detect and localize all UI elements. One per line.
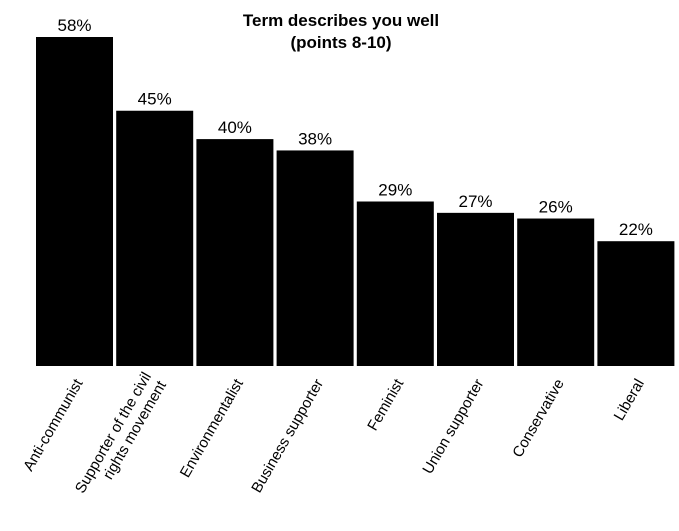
value-label-4: 38% (298, 129, 332, 148)
bar-1 (36, 37, 113, 366)
bar-5 (356, 201, 434, 366)
bar-7 (517, 218, 595, 366)
category-label-line: Anti-communist (20, 375, 87, 474)
chart-title-line-1: Term describes you well (243, 11, 439, 30)
value-label-3: 40% (218, 118, 252, 137)
value-label-7: 26% (539, 198, 573, 217)
category-label-5: Feminist (364, 375, 407, 433)
chart-title-line-2: (points 8-10) (290, 33, 391, 52)
value-label-8: 22% (619, 220, 653, 239)
bar-2 (116, 110, 194, 366)
category-label-7: Conservative (509, 376, 567, 460)
category-label-line: Feminist (364, 375, 407, 433)
category-label-6: Union supporter (419, 376, 487, 477)
category-label-line: Conservative (509, 376, 567, 460)
value-label-6: 27% (458, 192, 492, 211)
category-label-4: Business supporter (248, 376, 327, 496)
category-label-2: Supporter of the civilrights movement (72, 369, 170, 505)
category-label-line: Environmentalist (177, 375, 248, 480)
category-label-8: Liberal (611, 376, 648, 423)
bar-3 (196, 139, 274, 366)
category-label-line: Liberal (611, 376, 648, 423)
category-label-line: Union supporter (419, 376, 487, 477)
category-label-1: Anti-communist (20, 375, 87, 474)
bars-group (36, 37, 675, 366)
value-label-1: 58% (57, 16, 91, 35)
value-label-5: 29% (378, 181, 412, 200)
bar-4 (276, 150, 354, 366)
value-labels-group: 58% 45% 40% 38% 29% 27% 26% 22% (57, 16, 652, 239)
bar-6 (437, 212, 514, 366)
value-label-2: 45% (138, 90, 172, 109)
bar-8 (597, 241, 675, 366)
category-label-line: Business supporter (248, 376, 327, 496)
category-label-3: Environmentalist (177, 375, 248, 480)
